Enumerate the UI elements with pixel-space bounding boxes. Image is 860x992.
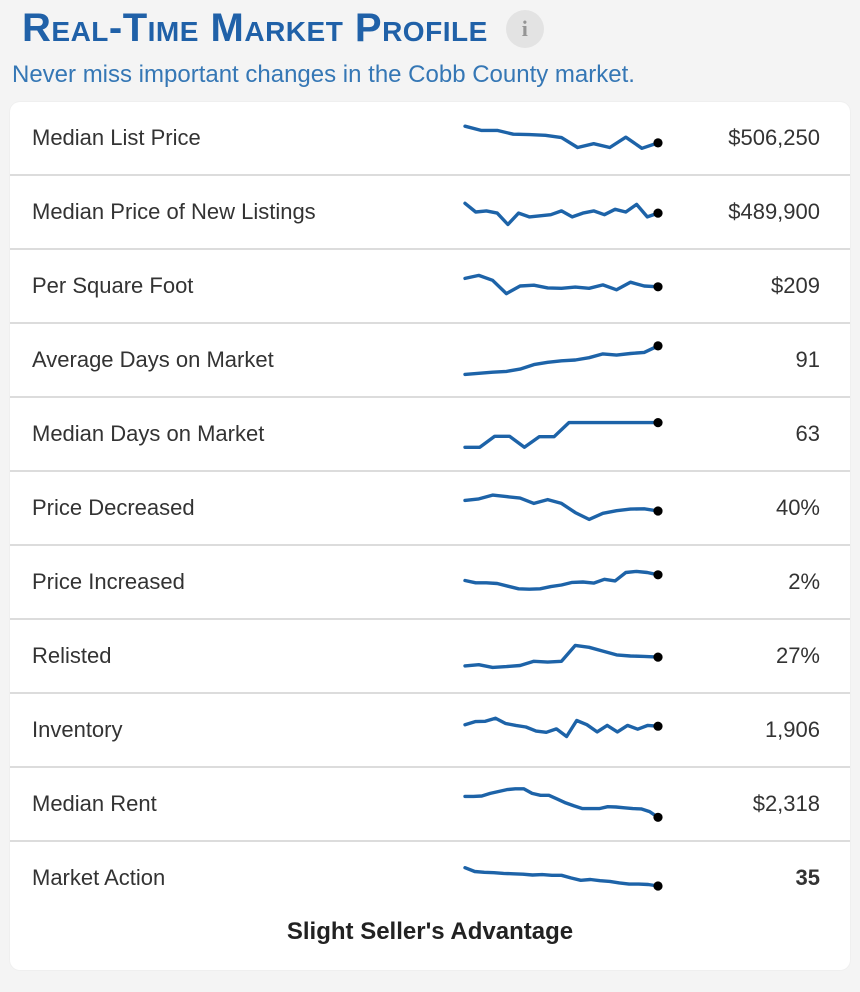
row-label: Median Days on Market — [32, 421, 265, 446]
table-row-main: Market Action 35 — [10, 842, 850, 914]
table-row: Price Decreased 40% — [10, 470, 850, 544]
row-label: Price Increased — [32, 569, 185, 594]
row-value: $489,900 — [728, 199, 820, 224]
sparkline-path — [463, 273, 660, 296]
table-row-main: Price Increased 2% — [10, 546, 850, 618]
widget-header: Real-Time Market Profile i — [0, 0, 860, 50]
market-action-caption: Slight Seller's Advantage — [286, 918, 574, 945]
sparkline-chart — [463, 716, 663, 739]
table-row-main: Median List Price $506,250 — [10, 102, 850, 174]
table-row-main: Average Days on Market 91 — [10, 324, 850, 396]
sparkline-chart — [463, 787, 663, 822]
sparkline-chart — [463, 569, 663, 591]
row-value: $506,250 — [728, 125, 820, 150]
sparkline-endpoint-dot — [653, 506, 663, 516]
sparkline-path — [463, 344, 660, 377]
row-label: Price Decreased — [32, 495, 195, 520]
row-value: 91 — [795, 347, 820, 372]
page-title: Real-Time Market Profile — [22, 6, 488, 50]
table-row: Price Increased 2% — [10, 544, 850, 618]
table-row: Market Action 35 Slight Seller's Advanta… — [10, 840, 850, 970]
sparkline-chart — [463, 865, 663, 891]
table-row-main: Median Days on Market 63 — [10, 398, 850, 470]
table-row-main: Price Decreased 40% — [10, 472, 850, 544]
row-label: Median List Price — [32, 125, 201, 150]
sparkline-chart — [463, 124, 663, 150]
sparkline-path — [463, 716, 660, 739]
row-label: Relisted — [32, 643, 112, 668]
info-icon[interactable]: i — [505, 10, 544, 48]
sparkline-endpoint-dot — [653, 208, 663, 218]
sparkline-path — [463, 865, 660, 888]
row-value: 2% — [788, 569, 820, 594]
row-label: Median Price of New Listings — [32, 199, 316, 224]
sparkline-chart — [463, 341, 663, 377]
table-row: Median List Price $506,250 — [10, 102, 850, 174]
sparkline-chart — [463, 273, 663, 296]
table-row-main: Median Price of New Listings $489,900 — [10, 176, 850, 248]
table-row: Average Days on Market 91 — [10, 322, 850, 396]
sparkline-chart — [463, 201, 663, 227]
table-row: Median Rent $2,318 — [10, 766, 850, 840]
sparkline-path — [463, 124, 660, 150]
table-row-main: Relisted 27% — [10, 620, 850, 692]
sparkline-path — [463, 493, 660, 522]
table-row-main: Per Square Foot $209 — [10, 250, 850, 322]
sparkline-endpoint-dot — [653, 812, 663, 822]
sparkline-endpoint-dot — [653, 881, 663, 891]
row-value: 63 — [795, 421, 820, 446]
table-row-main: Median Rent $2,318 — [10, 768, 850, 840]
table-row: Median Price of New Listings $489,900 — [10, 174, 850, 248]
subtitle: Never miss important changes in the Cobb… — [12, 61, 635, 88]
table-row: Median Days on Market 63 — [10, 396, 850, 470]
sparkline-chart — [463, 643, 663, 670]
row-label: Median Rent — [32, 791, 157, 816]
row-label: Average Days on Market — [32, 347, 274, 372]
row-value: 35 — [795, 865, 820, 890]
sparkline-endpoint-dot — [653, 341, 663, 351]
market-profile-widget: Real-Time Market Profile i Never miss im… — [0, 0, 860, 970]
sparkline-endpoint-dot — [653, 418, 663, 428]
sparkline-endpoint-dot — [653, 570, 663, 580]
table-row-main: Inventory 1,906 — [10, 694, 850, 766]
table-row: Relisted 27% — [10, 618, 850, 692]
sparkline-path — [463, 643, 660, 670]
sparkline-endpoint-dot — [653, 138, 663, 148]
row-label: Market Action — [32, 865, 166, 890]
row-label: Per Square Foot — [32, 273, 194, 298]
sparkline-endpoint-dot — [653, 282, 663, 292]
table-row: Inventory 1,906 — [10, 692, 850, 766]
row-value: 40% — [775, 495, 820, 520]
sparkline-chart — [463, 493, 663, 522]
sparkline-chart — [463, 418, 663, 449]
sparkline-path — [463, 420, 660, 449]
sparkline-endpoint-dot — [653, 721, 663, 731]
market-stats-table: Median List Price $506,250 Median Price … — [10, 102, 850, 970]
table-row: Per Square Foot $209 — [10, 248, 850, 322]
row-value: 1,906 — [764, 717, 820, 742]
sparkline-path — [463, 787, 660, 819]
sparkline-endpoint-dot — [653, 652, 663, 662]
sparkline-path — [463, 569, 660, 591]
row-value: $209 — [771, 273, 820, 298]
row-value: $2,318 — [752, 791, 820, 816]
row-label: Inventory — [32, 717, 123, 742]
row-value: 27% — [775, 643, 820, 668]
sparkline-path — [463, 201, 660, 227]
